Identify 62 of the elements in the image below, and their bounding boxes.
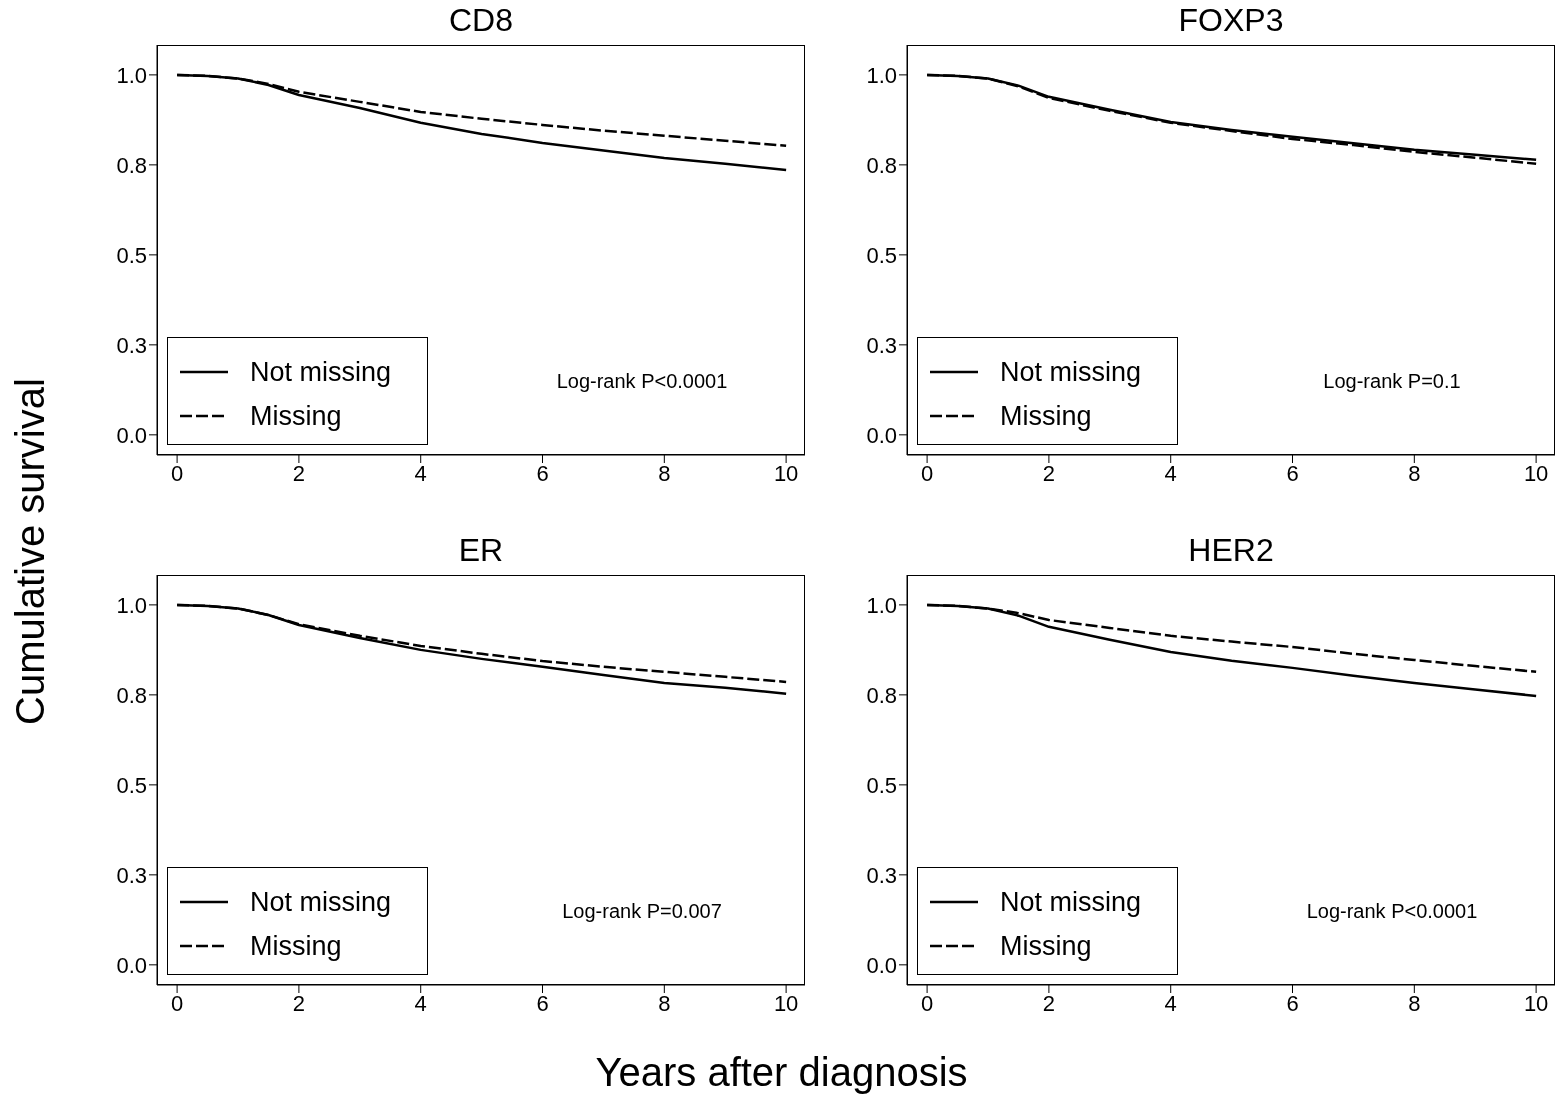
- chart-title: HER2: [1187, 531, 1275, 570]
- legend-label: Missing: [250, 930, 342, 962]
- y-tick-label: 0.0: [866, 952, 897, 978]
- chart-title: ER: [457, 531, 505, 570]
- legend-label: Missing: [1000, 930, 1092, 962]
- x-tick-label: 10: [773, 460, 799, 486]
- x-tick-label: 10: [1523, 990, 1549, 1016]
- y-tick-label: 0.5: [116, 772, 147, 798]
- y-tick-label: 0.8: [866, 682, 897, 708]
- y-tick-label: 1.0: [866, 592, 897, 618]
- x-tick-label: 4: [414, 460, 427, 486]
- x-tick-label: 0: [170, 460, 184, 486]
- x-tick-label: 4: [1164, 990, 1177, 1016]
- y-axis-title: Cumulative survival: [7, 378, 53, 725]
- y-tick-label: 0.0: [866, 422, 897, 448]
- x-tick-label: 6: [536, 460, 549, 486]
- x-tick-label: 4: [1164, 460, 1177, 486]
- x-tick-label: 10: [1523, 460, 1549, 486]
- annotation: Log-rank P<0.0001: [555, 370, 729, 393]
- y-tick-label: 0.3: [116, 862, 147, 888]
- y-tick-label: 0.0: [116, 422, 147, 448]
- x-tick-label: 2: [292, 990, 306, 1016]
- x-tick-label: 2: [1042, 990, 1056, 1016]
- y-tick-label: 0.8: [866, 152, 897, 178]
- y-tick-label: 1.0: [866, 62, 897, 88]
- x-tick-label: 6: [536, 990, 549, 1016]
- annotation: Log-rank P<0.0001: [1305, 900, 1479, 923]
- y-tick-label: 0.5: [866, 772, 897, 798]
- x-tick-label: 2: [1042, 460, 1056, 486]
- annotation: Log-rank P=0.1: [1322, 370, 1462, 393]
- y-tick-label: 0.8: [116, 152, 147, 178]
- y-tick-label: 0.5: [866, 242, 897, 268]
- y-tick-label: 0.3: [116, 332, 147, 358]
- y-tick-label: 1.0: [116, 592, 147, 618]
- x-tick-label: 4: [414, 990, 427, 1016]
- y-tick-label: 0.3: [866, 332, 897, 358]
- y-tick-label: 0.3: [866, 862, 897, 888]
- legend-label: Missing: [1000, 400, 1092, 432]
- legend-label: Not missing: [1000, 356, 1142, 388]
- x-tick-label: 8: [658, 460, 671, 486]
- x-tick-label: 8: [658, 990, 671, 1016]
- chart-title: CD8: [448, 1, 514, 40]
- y-tick-label: 0.0: [116, 952, 147, 978]
- legend-label: Not missing: [250, 356, 392, 388]
- y-tick-label: 1.0: [116, 62, 147, 88]
- x-tick-label: 8: [1408, 990, 1421, 1016]
- annotation: Log-rank P=0.007: [561, 900, 723, 923]
- legend-label: Not missing: [250, 886, 392, 918]
- x-tick-label: 2: [292, 460, 306, 486]
- legend-label: Missing: [250, 400, 342, 432]
- x-tick-label: 0: [920, 990, 934, 1016]
- x-tick-label: 0: [920, 460, 934, 486]
- y-tick-label: 0.8: [116, 682, 147, 708]
- legend-label: Not missing: [1000, 886, 1142, 918]
- y-tick-label: 0.5: [116, 242, 147, 268]
- chart-title: FOXP3: [1177, 1, 1285, 40]
- x-tick-label: 8: [1408, 460, 1421, 486]
- x-tick-label: 10: [773, 990, 799, 1016]
- x-tick-label: 6: [1286, 460, 1299, 486]
- x-tick-label: 6: [1286, 990, 1299, 1016]
- x-tick-label: 0: [170, 990, 184, 1016]
- x-axis-title: Years after diagnosis: [594, 1050, 969, 1095]
